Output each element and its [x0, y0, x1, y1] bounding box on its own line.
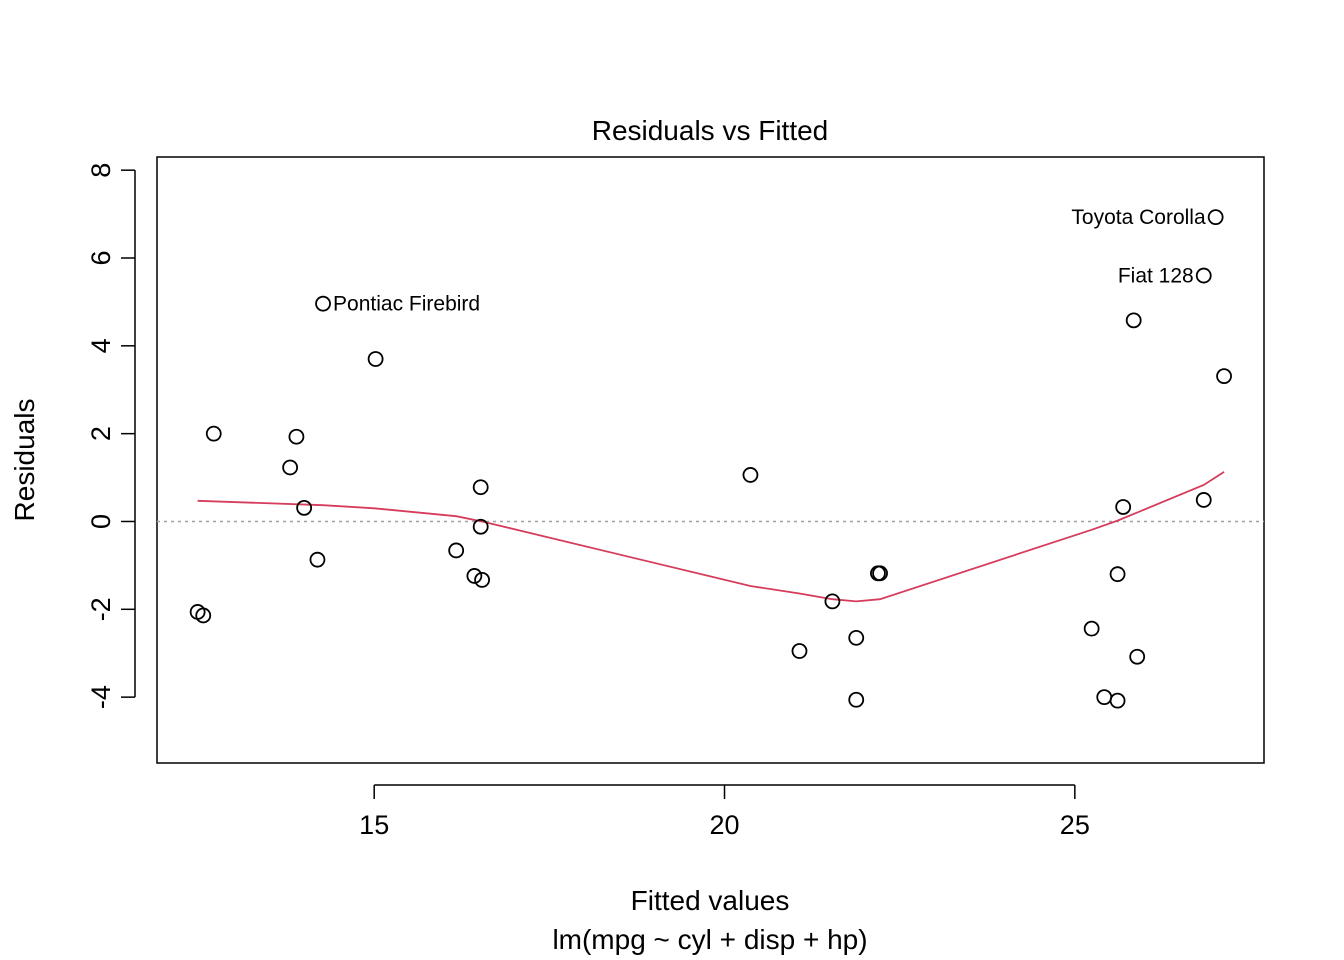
point-label: Pontiac Firebird [333, 293, 480, 316]
data-point [367, 351, 384, 367]
data-point [466, 568, 483, 584]
smooth-line [197, 471, 1225, 603]
data-point [448, 542, 465, 559]
x-axis-label: Fitted values [631, 885, 790, 916]
data-point [309, 551, 326, 568]
chart-subtitle: lm(mpg ~ cyl + disp + hp) [552, 924, 867, 955]
data-point [288, 428, 305, 445]
y-tick-label: 0 [86, 514, 116, 529]
x-axis: 15 20 25 [359, 784, 1090, 840]
y-tick-label: 4 [86, 338, 116, 353]
plot-frame [156, 156, 1265, 764]
chart-title: Residuals vs Fitted [592, 115, 829, 146]
data-point [474, 571, 490, 588]
data-point [1115, 499, 1132, 515]
data-point [296, 499, 313, 516]
data-point [872, 565, 888, 582]
y-tick-label: 2 [86, 426, 116, 441]
data-point [848, 629, 865, 646]
data-point [848, 691, 865, 708]
point-label: Fiat 128 [1118, 265, 1194, 288]
data-point [1096, 689, 1113, 706]
y-axis-label: Residuals [9, 399, 40, 522]
y-axis: -4 -2 0 2 4 6 8 [86, 163, 136, 709]
data-point [1195, 267, 1212, 284]
data-point [195, 607, 212, 624]
data-point [205, 425, 222, 442]
x-tick-label: 15 [359, 810, 389, 840]
data-point [824, 593, 841, 610]
y-tick-label: -4 [86, 685, 116, 709]
point-label: Toyota Corolla [1071, 206, 1206, 229]
data-point [1207, 209, 1224, 226]
smooth-line-group [197, 471, 1225, 603]
y-tick-label: 8 [86, 163, 116, 178]
data-point [1083, 620, 1100, 637]
data-point [472, 479, 489, 496]
points-group [189, 209, 1232, 709]
data-point [1125, 312, 1142, 329]
y-tick-label: 6 [86, 250, 116, 265]
data-point [1216, 368, 1232, 385]
data-point [791, 643, 808, 659]
data-point [1109, 566, 1126, 583]
data-point [282, 459, 299, 476]
data-point [1109, 692, 1126, 709]
data-point [742, 467, 759, 483]
data-point [1129, 648, 1146, 665]
y-tick-label: -2 [86, 597, 116, 621]
data-point [1195, 492, 1212, 508]
x-tick-label: 20 [709, 810, 739, 840]
data-point [315, 295, 331, 312]
x-tick-label: 25 [1060, 810, 1090, 840]
point-labels-group: Pontiac Firebird Fiat 128 Toyota Corolla [333, 206, 1206, 316]
data-point [472, 518, 489, 535]
